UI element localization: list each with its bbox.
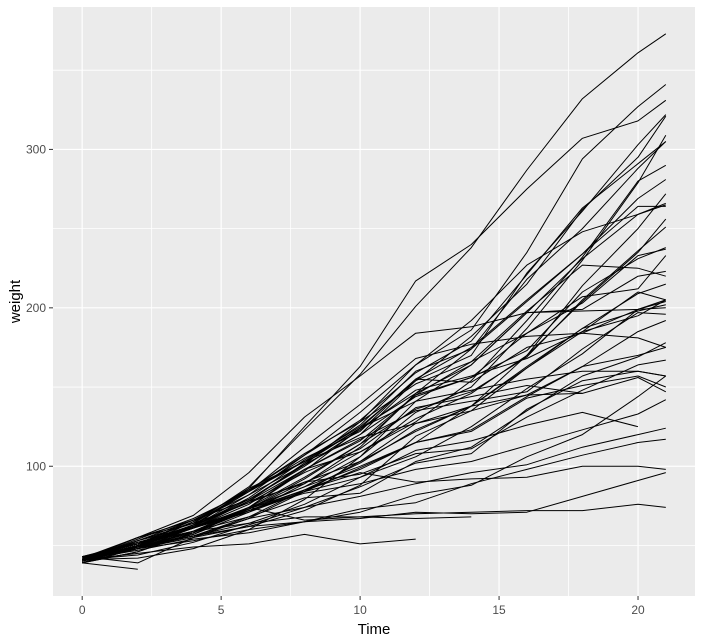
- series-line-chick-30: [82, 375, 666, 559]
- x-tick-label: 5: [218, 603, 225, 617]
- series-line-chick-20: [82, 438, 666, 561]
- series-line-chick-43: [82, 307, 666, 559]
- y-tick-label: 300: [26, 142, 46, 156]
- plot-panel: [53, 7, 695, 596]
- series-lines: [82, 33, 667, 570]
- y-tick-label: 200: [26, 301, 46, 315]
- series-line-chick-42: [82, 179, 667, 559]
- axes: 0 5 10 15 20 100 200 300: [26, 142, 645, 617]
- series-line-chick-50: [82, 205, 666, 561]
- series-line-chick-48: [82, 114, 667, 564]
- series-line-chick-10: [82, 427, 666, 561]
- x-tick-label: 10: [353, 603, 367, 617]
- y-axis-title: weight: [7, 279, 24, 324]
- y-tick-label: 100: [26, 459, 46, 473]
- series-line-chick-46: [82, 247, 666, 562]
- series-line-chick-5: [82, 270, 666, 561]
- x-tick-label: 0: [79, 603, 86, 617]
- series-line-chick-37: [82, 342, 667, 561]
- series-line-chick-16: [82, 533, 416, 561]
- panel-background: [53, 7, 695, 596]
- x-axis-title: Time: [358, 621, 391, 638]
- x-tick-label: 15: [492, 603, 506, 617]
- series-line-chick-47: [82, 291, 666, 561]
- x-tick-label: 20: [631, 603, 645, 617]
- gridlines: [53, 7, 695, 596]
- series-line-chick-18: [82, 562, 138, 570]
- series-line-chick-26: [82, 226, 667, 559]
- series-line-chick-45: [82, 312, 666, 561]
- series-line-chick-49: [82, 248, 666, 562]
- series-line-chick-19: [82, 375, 667, 558]
